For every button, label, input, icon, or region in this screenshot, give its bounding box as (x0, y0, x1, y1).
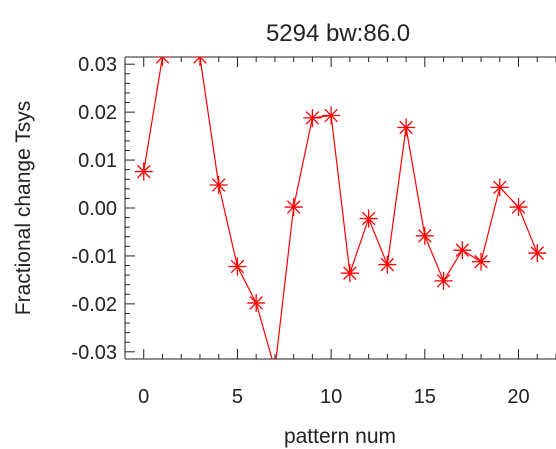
data-point-marker (153, 57, 172, 66)
data-point-marker (359, 209, 378, 228)
data-point-marker (434, 271, 453, 290)
series-group (134, 38, 547, 378)
data-point-marker (472, 252, 491, 271)
data-point-marker (209, 175, 228, 194)
data-point-marker (490, 178, 509, 197)
y-tick-label: -0.02 (71, 294, 117, 316)
x-tick-label: 0 (138, 386, 149, 408)
y-tick-label: 0.03 (78, 54, 117, 76)
data-point-marker (134, 162, 153, 181)
x-tick-label: 10 (320, 386, 342, 408)
y-tick-label: -0.03 (71, 342, 117, 364)
y-tick-label: -0.01 (71, 246, 117, 268)
data-point-marker (378, 255, 397, 274)
data-point-marker (284, 198, 303, 217)
x-tick-label: 5 (232, 386, 243, 408)
x-axis-label: pattern num (284, 425, 396, 448)
data-point-marker (340, 264, 359, 283)
data-point-marker (172, 38, 190, 56)
chart-title: 5294 bw:86.0 (266, 20, 410, 47)
data-point-marker (228, 257, 247, 276)
y-tick-label: 0.02 (78, 102, 117, 124)
data-point-marker (322, 106, 341, 125)
data-point-marker (247, 293, 266, 312)
data-point-marker (453, 241, 472, 260)
data-point-marker (190, 57, 209, 66)
data-point-marker (266, 360, 284, 378)
y-axis-label: Fractional change Tsys (12, 101, 35, 315)
series-line (143, 57, 538, 359)
y-tick-label: 0.00 (78, 198, 117, 220)
y-tick-label: 0.01 (78, 150, 117, 172)
data-point-marker (509, 198, 528, 217)
x-tick-label: 20 (507, 386, 529, 408)
data-point-marker (528, 244, 547, 263)
data-point-marker (397, 118, 416, 137)
data-point-marker (415, 226, 434, 245)
plot-area: 0 5 10 15 20 -0.03 -0.02 -0.01 0.00 0.01 0.02 0.03 (71, 38, 556, 408)
x-tick-label: 15 (414, 386, 436, 408)
data-point-marker (303, 108, 322, 127)
